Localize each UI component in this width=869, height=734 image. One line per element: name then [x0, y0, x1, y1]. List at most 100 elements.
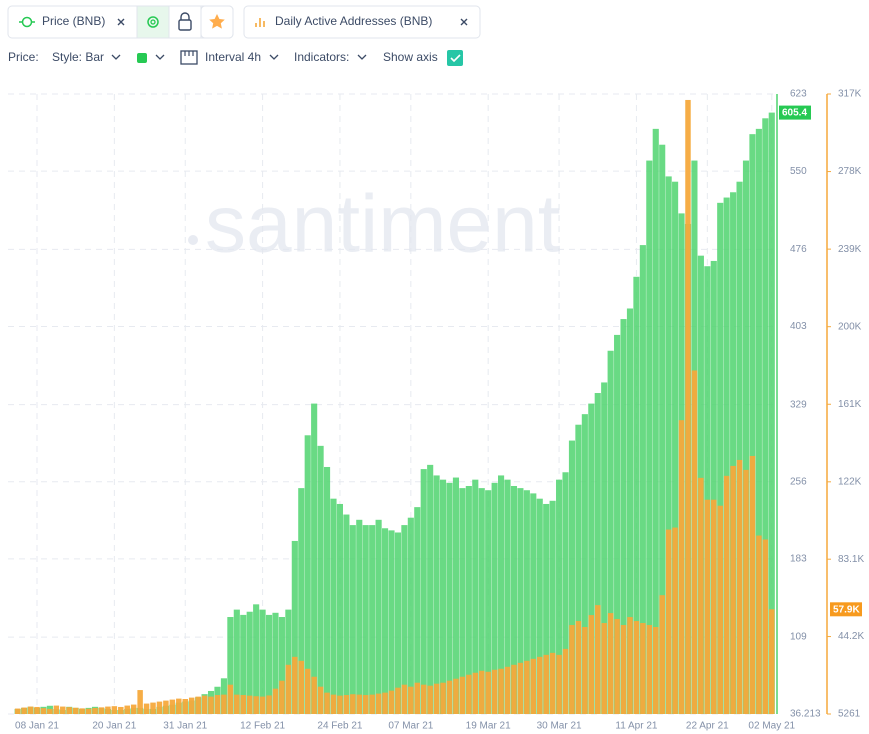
bar [350, 694, 356, 714]
bar [646, 160, 653, 714]
x-tick-label: 20 Jan 21 [92, 721, 136, 732]
bar [665, 176, 672, 714]
bar [517, 488, 524, 714]
bar [253, 604, 260, 714]
x-tick-label: 22 Apr 21 [686, 721, 729, 732]
bar [259, 609, 266, 714]
indicators-select[interactable]: Indicators: [294, 50, 349, 64]
bar [182, 699, 188, 714]
y-tick-label: 36.213 [790, 709, 821, 720]
bar [768, 112, 775, 714]
bar [285, 664, 292, 714]
bar [40, 708, 47, 714]
settings-button[interactable] [136, 5, 170, 39]
show-axis-checkbox[interactable] [447, 50, 463, 66]
bar [292, 656, 298, 714]
price-icon [21, 16, 33, 28]
x-tick-label: 08 Jan 21 [15, 721, 59, 732]
bar [427, 685, 433, 714]
bar [362, 695, 369, 714]
bar [381, 528, 389, 714]
bar [433, 475, 440, 714]
bar [556, 654, 562, 714]
y2-tick-label: 161K [838, 399, 862, 410]
lock-button[interactable] [168, 5, 202, 39]
bar [736, 459, 743, 714]
bar [698, 477, 704, 714]
y2-tick-label: 239K [838, 244, 862, 255]
bar [227, 617, 234, 714]
bar [156, 701, 163, 714]
bar [659, 144, 666, 715]
y-tick-label: 109 [790, 632, 807, 643]
bar [407, 517, 414, 714]
last-value-badge [779, 105, 811, 120]
bar [730, 465, 736, 714]
watermark: santiment [205, 179, 561, 270]
interval-select[interactable]: Interval 4h [205, 50, 261, 64]
bar [124, 705, 130, 714]
bar [562, 472, 569, 714]
bar [549, 500, 556, 714]
bar [208, 696, 214, 714]
color-select[interactable] [137, 53, 147, 63]
bar [491, 669, 498, 714]
bar [150, 702, 156, 714]
bar [749, 134, 756, 714]
y-tick-label: 550 [790, 166, 807, 177]
last-value-label: 57.9K [833, 604, 860, 615]
bar [717, 505, 723, 714]
close-icon[interactable] [460, 18, 468, 26]
tab-label[interactable]: Price (BNB) [42, 14, 105, 28]
bar [304, 435, 311, 714]
bar [369, 694, 375, 714]
bar [530, 493, 537, 714]
bar [72, 707, 79, 714]
bar [414, 507, 421, 714]
bars-icon [255, 18, 265, 27]
interval-icon [184, 51, 194, 56]
bar [710, 260, 717, 714]
bar [221, 694, 227, 714]
bar [446, 680, 453, 714]
bar [336, 503, 343, 714]
bar [356, 519, 363, 714]
bar [588, 615, 595, 714]
addresses-tab[interactable] [243, 5, 481, 39]
bar [201, 695, 208, 714]
check-icon [450, 54, 461, 63]
style-select[interactable]: Style: Bar [52, 50, 104, 64]
bar [498, 475, 505, 714]
bar [575, 621, 582, 714]
bar [478, 670, 485, 714]
x-tick-label: 19 Mar 21 [466, 721, 511, 732]
bar [323, 466, 331, 714]
bar [491, 482, 498, 714]
bar [582, 627, 588, 714]
bar [227, 684, 234, 714]
bar [723, 197, 730, 714]
bar [214, 695, 221, 714]
show-axis-label[interactable]: Show axis [383, 50, 438, 64]
bar [762, 118, 769, 715]
bar [620, 319, 627, 714]
y-tick-label: 256 [790, 476, 807, 487]
close-icon[interactable] [117, 18, 125, 26]
bar [659, 595, 665, 714]
bar [601, 382, 608, 714]
y-tick-label: 183 [790, 554, 807, 565]
x-tick-label: 24 Feb 21 [317, 721, 362, 732]
bar [34, 706, 40, 714]
bar [711, 499, 717, 714]
bar [234, 694, 240, 714]
bar [446, 482, 453, 714]
bar [311, 403, 318, 714]
tab-label[interactable]: Daily Active Addresses (BNB) [275, 14, 432, 28]
chevron [155, 54, 165, 60]
x-tick-label: 07 Mar 21 [388, 721, 433, 732]
bar [279, 680, 285, 714]
bar [137, 690, 143, 714]
bar [298, 488, 305, 714]
bar [21, 707, 27, 714]
